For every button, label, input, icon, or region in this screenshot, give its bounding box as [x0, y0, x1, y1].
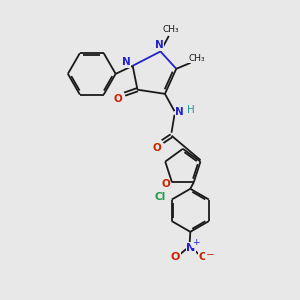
Text: CH₃: CH₃	[189, 54, 206, 63]
Text: N: N	[122, 57, 130, 67]
Text: O: O	[199, 253, 208, 262]
Text: O: O	[153, 142, 161, 153]
Text: +: +	[193, 238, 200, 247]
Text: Cl: Cl	[155, 192, 166, 202]
Text: N: N	[186, 243, 196, 253]
Text: −: −	[206, 250, 214, 260]
Text: CH₃: CH₃	[163, 25, 179, 34]
Text: H: H	[187, 105, 195, 115]
Text: N: N	[176, 107, 184, 117]
Text: O: O	[114, 94, 122, 104]
Text: N: N	[154, 40, 163, 50]
Text: O: O	[161, 179, 170, 189]
Text: O: O	[171, 253, 180, 262]
